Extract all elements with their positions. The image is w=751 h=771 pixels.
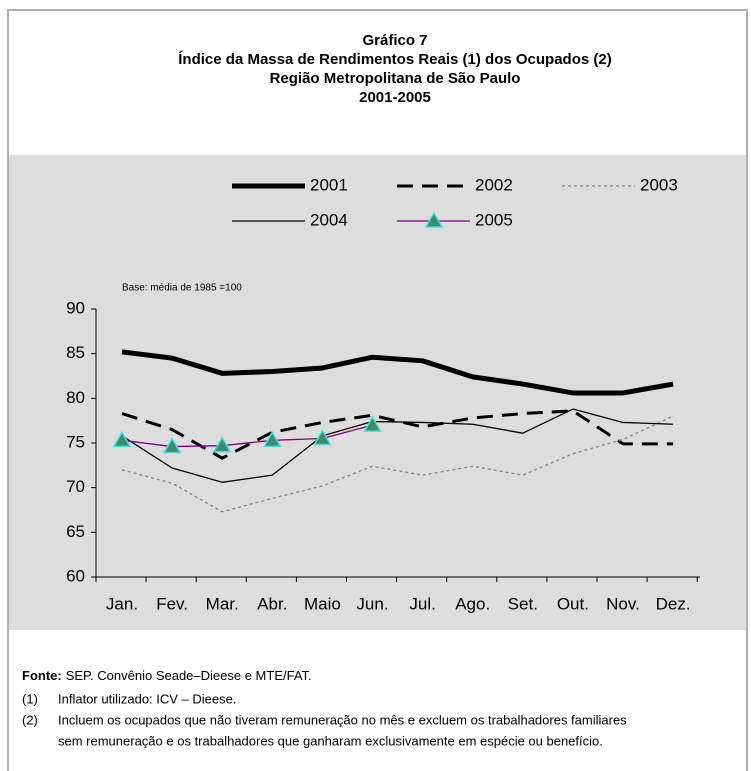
series-line — [121, 408, 674, 483]
source: Fonte: SEP. Convênio Seade–Dieese e MTE/F… — [22, 668, 312, 683]
marker — [212, 436, 232, 453]
y-tick-label: 85 — [66, 343, 85, 362]
y-tick-label: 90 — [66, 298, 85, 317]
x-tick-label: Ago. — [455, 594, 490, 613]
note-text: Inflator utilizado: ICV – Dieese. — [58, 691, 236, 706]
x-tick-label: Mar. — [206, 594, 239, 613]
note-marker: (2) — [22, 712, 38, 727]
y-tick-label: 70 — [66, 477, 85, 496]
x-tick-label: Jan. — [106, 594, 138, 613]
legend-label: 2001 — [310, 175, 348, 194]
chart-title: Gráfico 7 — [362, 32, 427, 49]
x-tick-label: Nov. — [606, 594, 640, 613]
x-tick-label: Jun. — [356, 594, 388, 613]
note-text: Incluem os ocupados que não tiveram remu… — [58, 712, 627, 727]
x-tick-label: Fev. — [156, 594, 188, 613]
x-tick-label: Jul. — [409, 594, 435, 613]
x-tick-label: Maio — [304, 594, 341, 613]
marker — [313, 429, 332, 446]
y-tick-label: 75 — [66, 432, 85, 451]
legend-label: 2005 — [475, 210, 513, 229]
y-tick-label: 65 — [66, 522, 85, 541]
x-tick-label: Set. — [508, 594, 538, 613]
annotation: Base: média de 1985 =100 — [122, 283, 242, 294]
marker — [263, 430, 282, 448]
source-label: Fonte: — [22, 668, 62, 683]
x-tick-label: Dez. — [656, 594, 691, 613]
legend-label: 2004 — [310, 210, 348, 229]
x-tick-label: Abr. — [257, 594, 287, 613]
series-line — [121, 424, 373, 448]
marker — [162, 437, 182, 454]
y-tick-label: 80 — [66, 388, 85, 407]
source-text: SEP. Convênio Seade–Dieese e MTE/FAT. — [66, 668, 312, 683]
series-line — [121, 409, 674, 460]
y-tick-label: 60 — [66, 566, 85, 585]
legend-marker — [424, 211, 444, 228]
legend-label: 2002 — [475, 175, 513, 194]
chart-title: 2001-2005 — [359, 89, 431, 106]
note-marker: (1) — [22, 691, 38, 706]
x-tick-label: Out. — [557, 594, 589, 613]
chart-title: Índice da Massa de Rendimentos Reais (1)… — [178, 51, 611, 68]
note-text: sem remuneração e os trabalhadores que g… — [58, 733, 603, 748]
series-line — [121, 349, 674, 396]
legend-label: 2003 — [640, 175, 678, 194]
marker — [363, 415, 382, 432]
chart-title: Região Metropolitana de São Paulo — [270, 70, 521, 87]
series-line — [121, 415, 674, 513]
marker — [112, 430, 132, 448]
